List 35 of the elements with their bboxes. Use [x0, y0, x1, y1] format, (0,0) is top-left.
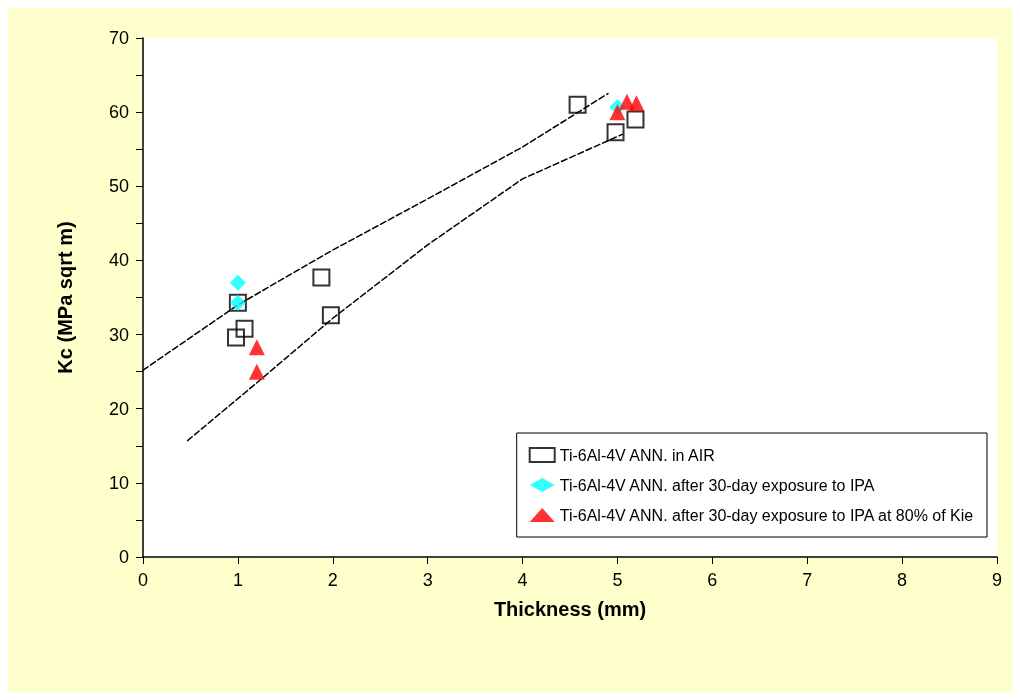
y-tick-label: 50 [108, 176, 129, 197]
point [568, 95, 587, 114]
y-tick-label: 40 [108, 250, 129, 271]
x-tick-label: 5 [612, 570, 623, 590]
x-tick-label: 4 [517, 570, 528, 590]
x-axis-title: Thickness (mm) [493, 598, 647, 620]
y-tick-label: 70 [108, 28, 129, 48]
y-tick-label: 20 [108, 398, 129, 419]
x-tick-label: 7 [802, 570, 813, 590]
y-tick-label: 10 [108, 472, 129, 493]
x-tick-label: 0 [137, 570, 149, 590]
x-tick-label: 1 [232, 570, 243, 590]
point [226, 328, 245, 347]
point [248, 339, 265, 356]
x-tick-label: 6 [707, 570, 718, 590]
point [248, 363, 265, 380]
y-tick-label: 30 [108, 324, 129, 345]
point [235, 319, 254, 338]
point [609, 104, 626, 121]
y-tick-label: 0 [118, 547, 129, 567]
point [321, 306, 340, 325]
point [312, 268, 331, 287]
x-tick-label: 8 [897, 570, 908, 590]
y-tick-label: 60 [108, 102, 129, 123]
legend-label: Ti-6Al-4V ANN. in AIR [559, 446, 715, 464]
point [628, 95, 645, 112]
x-tick-label: 9 [991, 570, 1003, 590]
point [229, 274, 246, 291]
y-axis-title: Kc (MPa sqrt m) [54, 221, 76, 374]
legend-label: Ti-6Al-4V ANN. after 30-day exposure to IPA at 80% of Kie [559, 506, 974, 524]
point [606, 123, 625, 142]
x-tick-label: 2 [327, 570, 338, 590]
point [626, 110, 645, 129]
legend-label: Ti-6Al-4V ANN. after 30-day exposure to IPA [559, 476, 875, 494]
x-tick-label: 3 [422, 570, 433, 590]
